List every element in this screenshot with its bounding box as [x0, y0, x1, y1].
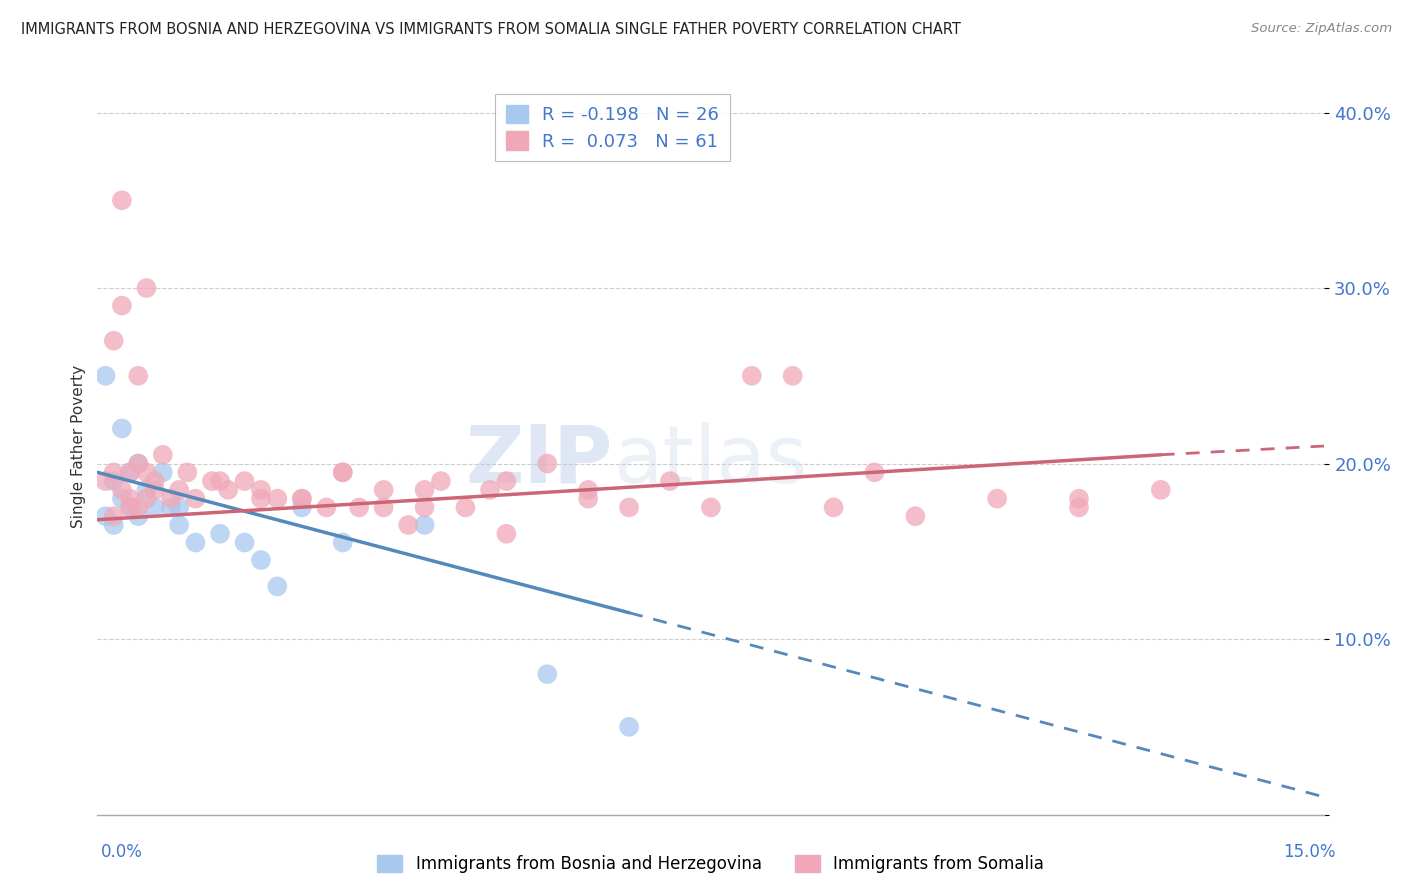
- Point: [986, 491, 1008, 506]
- Point: [103, 518, 125, 533]
- Point: [904, 509, 927, 524]
- Text: 0.0%: 0.0%: [101, 843, 143, 861]
- Point: [536, 457, 558, 471]
- Point: [160, 500, 183, 515]
- Point: [266, 491, 288, 506]
- Point: [332, 466, 354, 480]
- Point: [103, 334, 125, 348]
- Point: [167, 518, 190, 533]
- Point: [495, 526, 517, 541]
- Point: [1150, 483, 1173, 497]
- Point: [823, 500, 845, 515]
- Point: [332, 535, 354, 549]
- Point: [127, 457, 149, 471]
- Point: [413, 483, 436, 497]
- Point: [94, 368, 117, 383]
- Point: [454, 500, 477, 515]
- Point: [111, 299, 134, 313]
- Point: [103, 466, 125, 480]
- Point: [396, 518, 419, 533]
- Point: [152, 448, 174, 462]
- Point: [495, 474, 517, 488]
- Point: [127, 500, 149, 515]
- Point: [291, 491, 314, 506]
- Point: [250, 491, 273, 506]
- Point: [120, 500, 142, 515]
- Point: [413, 500, 436, 515]
- Point: [103, 509, 125, 524]
- Text: IMMIGRANTS FROM BOSNIA AND HERZEGOVINA VS IMMIGRANTS FROM SOMALIA SINGLE FATHER : IMMIGRANTS FROM BOSNIA AND HERZEGOVINA V…: [21, 22, 960, 37]
- Point: [176, 466, 198, 480]
- Point: [120, 500, 142, 515]
- Point: [143, 474, 166, 488]
- Y-axis label: Single Father Poverty: Single Father Poverty: [72, 365, 86, 527]
- Point: [184, 535, 207, 549]
- Point: [143, 500, 166, 515]
- Point: [127, 509, 149, 524]
- Text: Source: ZipAtlas.com: Source: ZipAtlas.com: [1251, 22, 1392, 36]
- Point: [135, 483, 157, 497]
- Point: [291, 500, 314, 515]
- Point: [127, 368, 149, 383]
- Point: [233, 474, 256, 488]
- Point: [103, 474, 125, 488]
- Point: [332, 466, 354, 480]
- Point: [373, 483, 395, 497]
- Point: [167, 483, 190, 497]
- Point: [266, 579, 288, 593]
- Point: [120, 466, 142, 480]
- Legend: R = -0.198   N = 26, R =  0.073   N = 61: R = -0.198 N = 26, R = 0.073 N = 61: [495, 94, 730, 161]
- Point: [135, 491, 157, 506]
- Point: [536, 667, 558, 681]
- Point: [347, 500, 370, 515]
- Point: [209, 474, 232, 488]
- Point: [291, 491, 314, 506]
- Point: [209, 526, 232, 541]
- Point: [135, 466, 157, 480]
- Point: [617, 500, 640, 515]
- Point: [700, 500, 723, 515]
- Text: 15.0%: 15.0%: [1284, 843, 1336, 861]
- Point: [1067, 491, 1090, 506]
- Point: [617, 720, 640, 734]
- Point: [576, 491, 599, 506]
- Point: [111, 421, 134, 435]
- Point: [430, 474, 453, 488]
- Text: atlas: atlas: [613, 422, 807, 500]
- Point: [135, 281, 157, 295]
- Point: [184, 491, 207, 506]
- Point: [315, 500, 337, 515]
- Point: [1067, 500, 1090, 515]
- Point: [250, 483, 273, 497]
- Point: [659, 474, 682, 488]
- Point: [250, 553, 273, 567]
- Point: [94, 474, 117, 488]
- Point: [576, 483, 599, 497]
- Point: [120, 491, 142, 506]
- Point: [201, 474, 224, 488]
- Point: [373, 500, 395, 515]
- Point: [111, 483, 134, 497]
- Point: [217, 483, 239, 497]
- Point: [120, 466, 142, 480]
- Point: [127, 457, 149, 471]
- Point: [160, 491, 183, 506]
- Point: [111, 194, 134, 208]
- Point: [863, 466, 886, 480]
- Text: ZIP: ZIP: [465, 422, 613, 500]
- Point: [413, 518, 436, 533]
- Point: [479, 483, 502, 497]
- Point: [111, 491, 134, 506]
- Point: [741, 368, 763, 383]
- Point: [782, 368, 804, 383]
- Point: [233, 535, 256, 549]
- Point: [167, 500, 190, 515]
- Point: [143, 483, 166, 497]
- Point: [152, 466, 174, 480]
- Point: [94, 509, 117, 524]
